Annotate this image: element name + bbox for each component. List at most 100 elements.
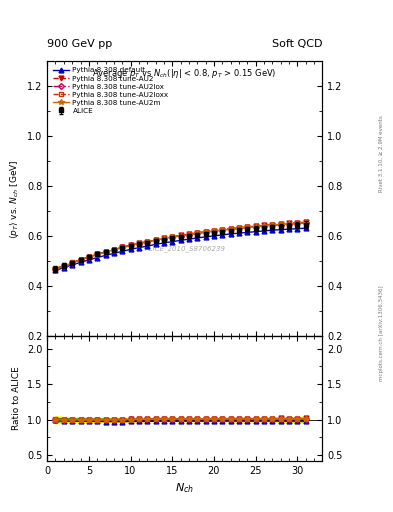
Pythia 8.308 tune-AU2lox: [95, 251, 99, 258]
Pythia 8.308 tune-AU2m: [286, 221, 291, 227]
Pythia 8.308 tune-AU2m: [103, 249, 108, 255]
Pythia 8.308 tune-AU2lox: [262, 223, 266, 229]
Y-axis label: Ratio to ALICE: Ratio to ALICE: [12, 367, 21, 430]
Pythia 8.308 tune-AU2m: [95, 251, 99, 258]
Pythia 8.308 default: [245, 229, 250, 236]
Text: Rivet 3.1.10, ≥ 2.9M events: Rivet 3.1.10, ≥ 2.9M events: [379, 115, 384, 192]
Pythia 8.308 tune-AU2lox: [295, 220, 299, 226]
Pythia 8.308 tune-AU2lox: [120, 244, 125, 250]
Pythia 8.308 tune-AU2lox: [211, 228, 216, 234]
Pythia 8.308 tune-AU2m: [120, 245, 125, 251]
Pythia 8.308 tune-AU2m: [237, 225, 241, 231]
Pythia 8.308 tune-AU2: [145, 239, 150, 245]
Pythia 8.308 tune-AU2loxx: [278, 221, 283, 227]
Pythia 8.308 tune-AU2: [112, 247, 116, 253]
Pythia 8.308 tune-AU2: [303, 219, 308, 225]
Pythia 8.308 tune-AU2lox: [245, 224, 250, 230]
Pythia 8.308 tune-AU2m: [295, 220, 299, 226]
Y-axis label: $\langle p_T \rangle$ vs. $N_{ch}$ [GeV]: $\langle p_T \rangle$ vs. $N_{ch}$ [GeV]: [8, 159, 21, 239]
Pythia 8.308 default: [53, 267, 58, 273]
Pythia 8.308 tune-AU2loxx: [53, 266, 58, 272]
Pythia 8.308 tune-AU2loxx: [203, 229, 208, 235]
Pythia 8.308 default: [136, 245, 141, 251]
Pythia 8.308 tune-AU2: [61, 263, 66, 269]
Pythia 8.308 default: [103, 252, 108, 259]
Pythia 8.308 default: [145, 243, 150, 249]
Pythia 8.308 default: [95, 254, 99, 261]
Pythia 8.308 default: [70, 262, 75, 268]
Pythia 8.308 tune-AU2lox: [61, 263, 66, 269]
Pythia 8.308 default: [153, 241, 158, 247]
Pythia 8.308 tune-AU2: [203, 228, 208, 234]
Pythia 8.308 tune-AU2m: [228, 226, 233, 232]
Text: Soft QCD: Soft QCD: [272, 38, 322, 49]
Line: Pythia 8.308 tune-AU2lox: Pythia 8.308 tune-AU2lox: [53, 221, 308, 271]
Pythia 8.308 tune-AU2loxx: [95, 251, 99, 258]
Pythia 8.308 tune-AU2m: [245, 224, 250, 230]
Pythia 8.308 default: [61, 265, 66, 271]
Pythia 8.308 default: [262, 228, 266, 234]
Pythia 8.308 tune-AU2m: [187, 231, 191, 238]
Pythia 8.308 tune-AU2m: [253, 224, 258, 230]
Pythia 8.308 default: [228, 231, 233, 237]
Pythia 8.308 tune-AU2loxx: [136, 240, 141, 246]
Pythia 8.308 tune-AU2lox: [53, 266, 58, 272]
Pythia 8.308 tune-AU2: [270, 222, 275, 228]
Pythia 8.308 tune-AU2m: [162, 236, 166, 242]
Pythia 8.308 tune-AU2: [153, 237, 158, 243]
Pythia 8.308 default: [278, 227, 283, 233]
Pythia 8.308 tune-AU2loxx: [211, 228, 216, 234]
Pythia 8.308 tune-AU2m: [136, 241, 141, 247]
Pythia 8.308 tune-AU2lox: [78, 257, 83, 263]
Pythia 8.308 tune-AU2lox: [103, 249, 108, 255]
Pythia 8.308 tune-AU2lox: [112, 247, 116, 253]
Pythia 8.308 tune-AU2: [170, 234, 174, 240]
Line: Pythia 8.308 tune-AU2loxx: Pythia 8.308 tune-AU2loxx: [53, 220, 308, 271]
Pythia 8.308 tune-AU2: [295, 220, 299, 226]
Pythia 8.308 tune-AU2: [211, 228, 216, 234]
Pythia 8.308 default: [170, 239, 174, 245]
Pythia 8.308 default: [220, 232, 224, 238]
Pythia 8.308 tune-AU2loxx: [103, 249, 108, 255]
Pythia 8.308 tune-AU2loxx: [153, 237, 158, 243]
Pythia 8.308 tune-AU2loxx: [228, 226, 233, 232]
Pythia 8.308 tune-AU2m: [178, 233, 183, 239]
Pythia 8.308 tune-AU2: [245, 224, 250, 230]
Pythia 8.308 default: [120, 248, 125, 254]
Pythia 8.308 tune-AU2: [286, 220, 291, 226]
Pythia 8.308 tune-AU2lox: [86, 254, 91, 260]
Pythia 8.308 tune-AU2: [120, 244, 125, 250]
Pythia 8.308 tune-AU2m: [170, 234, 174, 240]
Line: Pythia 8.308 tune-AU2: Pythia 8.308 tune-AU2: [53, 220, 308, 271]
Pythia 8.308 tune-AU2loxx: [112, 247, 116, 253]
Pythia 8.308 tune-AU2m: [61, 263, 66, 269]
Pythia 8.308 default: [203, 234, 208, 240]
Pythia 8.308 default: [286, 226, 291, 232]
Pythia 8.308 tune-AU2m: [262, 223, 266, 229]
Pythia 8.308 tune-AU2loxx: [237, 225, 241, 231]
Pythia 8.308 tune-AU2loxx: [128, 242, 133, 248]
Pythia 8.308 tune-AU2: [195, 230, 200, 236]
Pythia 8.308 default: [78, 259, 83, 265]
Pythia 8.308 tune-AU2loxx: [162, 236, 166, 242]
Pythia 8.308 default: [211, 233, 216, 239]
Pythia 8.308 default: [237, 230, 241, 236]
Pythia 8.308 tune-AU2lox: [278, 222, 283, 228]
Pythia 8.308 tune-AU2lox: [303, 220, 308, 226]
Pythia 8.308 tune-AU2lox: [70, 260, 75, 266]
Pythia 8.308 default: [295, 226, 299, 232]
Pythia 8.308 tune-AU2: [228, 226, 233, 232]
Pythia 8.308 tune-AU2loxx: [245, 224, 250, 230]
Pythia 8.308 tune-AU2: [262, 222, 266, 228]
Pythia 8.308 tune-AU2: [78, 257, 83, 263]
Pythia 8.308 tune-AU2: [162, 236, 166, 242]
Pythia 8.308 tune-AU2loxx: [61, 262, 66, 268]
Pythia 8.308 tune-AU2m: [145, 239, 150, 245]
Pythia 8.308 default: [195, 235, 200, 241]
Pythia 8.308 tune-AU2m: [195, 230, 200, 237]
Pythia 8.308 tune-AU2loxx: [270, 222, 275, 228]
Pythia 8.308 tune-AU2m: [153, 237, 158, 243]
Pythia 8.308 tune-AU2loxx: [120, 244, 125, 250]
Pythia 8.308 tune-AU2: [70, 260, 75, 266]
Pythia 8.308 default: [303, 225, 308, 231]
